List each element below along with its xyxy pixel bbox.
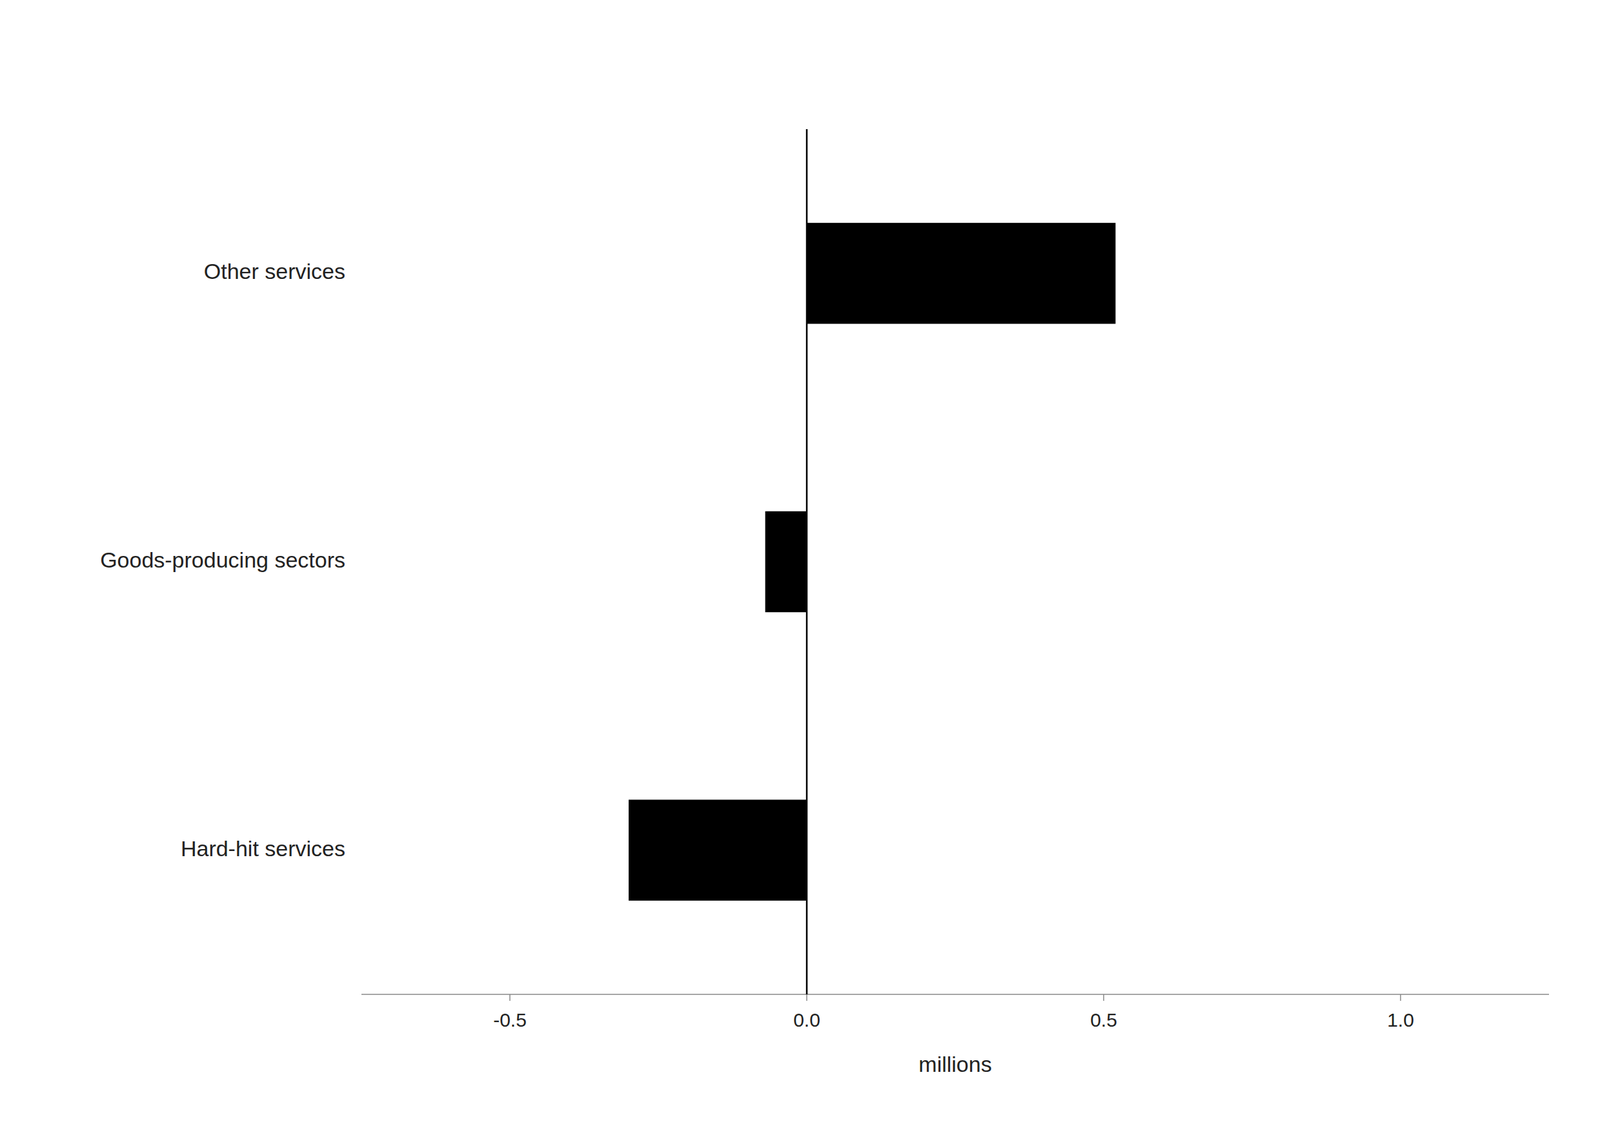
category-label: Hard-hit services [180,835,346,861]
zero-line [806,129,809,994]
x-tick [1399,993,1402,1001]
chart: -0.5 0.0 0.5 1.0 millions Hard-hit services Go… [0,0,1600,1139]
x-tick-label: 1.0 [1387,1008,1415,1031]
category-label: Goods-producing sectors [100,547,346,572]
bars [628,222,1116,901]
x-tick [1103,993,1105,1001]
x-tick [509,993,511,1001]
bar [806,222,1116,324]
bar [628,799,807,901]
x-tick-label: 0.0 [793,1008,821,1031]
x-axis-line [361,993,1550,995]
x-axis-label: millions [918,1051,992,1076]
bar [765,511,807,612]
x-tick [806,993,808,1001]
x-tick-label: -0.5 [493,1008,527,1031]
category-label: Other services [203,258,346,284]
x-tick-label: 0.5 [1090,1008,1118,1031]
